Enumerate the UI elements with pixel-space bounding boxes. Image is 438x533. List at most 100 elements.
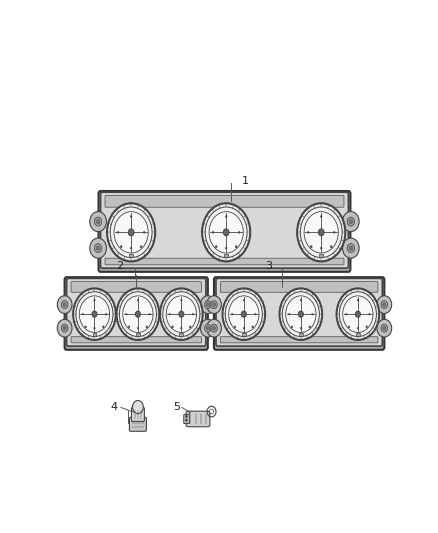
Text: 4: 4 xyxy=(110,402,118,411)
Circle shape xyxy=(241,311,246,317)
Circle shape xyxy=(223,229,229,236)
Circle shape xyxy=(117,231,119,233)
Circle shape xyxy=(132,400,143,414)
Text: 3: 3 xyxy=(265,261,272,271)
Circle shape xyxy=(235,246,237,248)
Circle shape xyxy=(201,319,215,337)
Circle shape xyxy=(212,326,215,330)
Circle shape xyxy=(192,313,194,315)
Circle shape xyxy=(320,215,322,217)
Circle shape xyxy=(297,203,346,262)
Circle shape xyxy=(74,289,116,340)
FancyBboxPatch shape xyxy=(105,258,344,265)
Circle shape xyxy=(94,217,102,226)
Circle shape xyxy=(107,204,155,261)
Circle shape xyxy=(304,212,338,253)
FancyBboxPatch shape xyxy=(130,417,146,431)
Circle shape xyxy=(343,238,359,258)
Bar xyxy=(136,333,140,336)
Circle shape xyxy=(243,327,244,329)
Circle shape xyxy=(94,244,102,253)
Circle shape xyxy=(169,313,170,315)
FancyBboxPatch shape xyxy=(99,191,350,272)
Circle shape xyxy=(114,212,148,253)
Circle shape xyxy=(105,313,107,315)
FancyBboxPatch shape xyxy=(67,278,206,346)
Circle shape xyxy=(63,326,66,330)
Circle shape xyxy=(94,327,95,329)
Circle shape xyxy=(225,247,227,249)
FancyBboxPatch shape xyxy=(105,196,344,207)
Circle shape xyxy=(355,311,360,317)
Bar xyxy=(224,254,228,257)
Circle shape xyxy=(211,301,217,309)
Circle shape xyxy=(300,207,342,257)
Circle shape xyxy=(209,212,243,253)
Circle shape xyxy=(211,324,217,332)
Circle shape xyxy=(229,296,259,333)
Circle shape xyxy=(349,246,353,250)
FancyBboxPatch shape xyxy=(184,415,190,424)
Circle shape xyxy=(92,311,97,317)
Circle shape xyxy=(61,324,68,332)
Circle shape xyxy=(300,327,302,329)
Circle shape xyxy=(61,301,68,309)
Bar xyxy=(180,333,183,336)
Circle shape xyxy=(347,244,355,253)
Circle shape xyxy=(381,301,388,309)
Circle shape xyxy=(185,419,187,422)
Circle shape xyxy=(102,326,104,328)
Circle shape xyxy=(160,288,203,340)
Circle shape xyxy=(300,300,302,301)
FancyBboxPatch shape xyxy=(71,281,201,292)
Bar xyxy=(129,254,133,257)
Circle shape xyxy=(166,296,197,333)
Circle shape xyxy=(128,326,130,328)
Circle shape xyxy=(73,288,116,340)
Circle shape xyxy=(137,300,139,301)
Circle shape xyxy=(96,246,100,250)
Circle shape xyxy=(205,324,211,332)
Circle shape xyxy=(110,207,152,257)
Circle shape xyxy=(333,231,335,233)
Circle shape xyxy=(128,229,134,236)
Circle shape xyxy=(320,247,322,249)
Circle shape xyxy=(343,296,373,333)
Circle shape xyxy=(283,292,319,336)
Circle shape xyxy=(238,231,240,233)
Circle shape xyxy=(179,311,184,317)
Circle shape xyxy=(126,313,127,315)
Circle shape xyxy=(120,292,156,336)
Circle shape xyxy=(357,300,359,301)
Circle shape xyxy=(90,238,106,258)
Circle shape xyxy=(135,311,141,317)
Circle shape xyxy=(336,288,379,340)
Circle shape xyxy=(234,326,236,328)
Circle shape xyxy=(96,220,100,223)
FancyBboxPatch shape xyxy=(220,337,378,343)
Circle shape xyxy=(243,300,244,301)
Circle shape xyxy=(309,326,311,328)
Circle shape xyxy=(381,324,388,332)
Circle shape xyxy=(146,326,148,328)
Circle shape xyxy=(330,246,332,248)
Circle shape xyxy=(297,204,345,261)
Circle shape xyxy=(163,292,200,336)
Circle shape xyxy=(205,301,211,309)
Circle shape xyxy=(232,313,233,315)
Circle shape xyxy=(383,326,386,330)
Circle shape xyxy=(206,303,209,306)
Circle shape xyxy=(318,229,324,236)
Circle shape xyxy=(189,326,191,328)
Circle shape xyxy=(117,289,159,340)
Circle shape xyxy=(85,326,86,328)
Circle shape xyxy=(205,207,247,257)
Circle shape xyxy=(346,313,347,315)
Circle shape xyxy=(63,303,66,306)
Circle shape xyxy=(185,415,187,418)
Circle shape xyxy=(254,313,256,315)
Circle shape xyxy=(212,231,214,233)
Circle shape xyxy=(172,326,173,328)
Circle shape xyxy=(130,247,132,249)
Circle shape xyxy=(149,313,150,315)
